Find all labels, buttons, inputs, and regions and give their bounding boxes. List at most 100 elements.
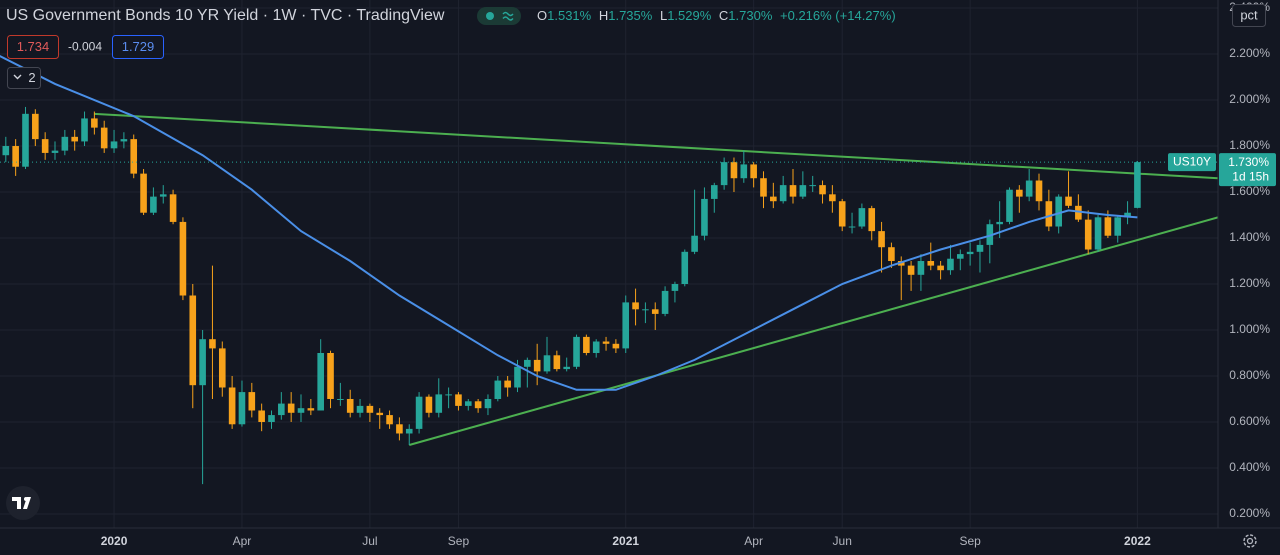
plot-area xyxy=(0,54,1218,485)
symbol-label: US10Y xyxy=(1173,154,1211,168)
candle-body xyxy=(1035,180,1043,202)
y-tick-label: 1.000% xyxy=(1229,322,1270,336)
candle-body xyxy=(435,394,443,413)
candle-body xyxy=(927,261,935,266)
candle-body xyxy=(878,231,885,248)
candle-body xyxy=(2,146,10,156)
candle-body xyxy=(563,366,570,370)
logo-dot xyxy=(24,497,28,501)
candle-body xyxy=(278,403,285,416)
ohlc-legend: O1.531% H1.735% L1.529% C1.730% +0.216% … xyxy=(537,8,896,23)
candle-body xyxy=(346,398,354,413)
candle-body xyxy=(838,201,846,227)
candle-body xyxy=(602,341,610,344)
candle-body xyxy=(159,194,167,197)
candle-body xyxy=(268,415,275,422)
candle-body xyxy=(258,410,265,422)
candle-body xyxy=(651,309,659,314)
candle-body xyxy=(199,339,206,386)
candle-body xyxy=(1065,196,1072,206)
grid xyxy=(0,0,1218,528)
ohlc-label: C xyxy=(719,8,728,23)
candle-body xyxy=(1094,217,1102,250)
price-badges: US10Y 1.730%1d 15h xyxy=(1168,153,1276,187)
unit-button[interactable] xyxy=(1232,4,1266,27)
candle-body xyxy=(543,355,551,372)
settings-icon[interactable] xyxy=(1243,534,1257,548)
candle-body xyxy=(228,387,236,425)
candle-body xyxy=(1104,217,1112,236)
candle-body xyxy=(425,396,433,413)
chevron-icon xyxy=(13,74,22,80)
candle-body xyxy=(681,251,689,285)
candle-body xyxy=(494,380,502,399)
candle-body xyxy=(1075,205,1082,220)
candle-body xyxy=(917,261,925,275)
candle-body xyxy=(297,408,305,413)
y-tick-label: 1.200% xyxy=(1229,276,1270,290)
y-tick-label: 2.000% xyxy=(1229,92,1270,106)
candle-body xyxy=(583,336,590,353)
indicator-value-box xyxy=(112,35,164,59)
visibility-toggle[interactable] xyxy=(477,7,521,25)
candle-body xyxy=(504,380,511,388)
ohlc-value: 1.730% xyxy=(728,8,773,23)
y-tick-label: 0.200% xyxy=(1229,506,1270,520)
candle-body xyxy=(770,196,777,202)
logo-background xyxy=(6,486,40,520)
wave-icon xyxy=(502,11,514,21)
indicator-value: 1.729 xyxy=(122,39,155,54)
candle-body xyxy=(445,394,452,396)
y-tick-label: 0.400% xyxy=(1229,460,1270,474)
candle-body xyxy=(553,355,561,370)
candle-body xyxy=(829,194,836,202)
candle-body xyxy=(169,194,177,222)
x-tick-label: 2021 xyxy=(612,534,639,548)
candle-body xyxy=(524,359,531,367)
candle-body xyxy=(179,221,187,296)
candle-body xyxy=(760,178,767,197)
indicator-diff: -0.004 xyxy=(68,40,102,54)
gear-outer xyxy=(1243,534,1257,548)
candle-body xyxy=(396,424,403,434)
ohlc-value: 1.529% xyxy=(667,8,712,23)
candle-body xyxy=(1124,212,1131,218)
moving-average-line xyxy=(0,54,1138,391)
x-tick-label: 2022 xyxy=(1124,534,1151,548)
gear-inner xyxy=(1246,537,1254,545)
candle-body xyxy=(1134,162,1141,208)
candle-body xyxy=(779,185,787,202)
candle-body xyxy=(986,224,994,245)
candle-body xyxy=(799,185,807,197)
candle-body xyxy=(150,196,157,213)
candle-body xyxy=(189,295,197,386)
candle-body xyxy=(956,254,964,259)
candle-body xyxy=(327,352,334,399)
candle-body xyxy=(730,162,738,179)
candle-body xyxy=(996,221,1003,225)
candle-body xyxy=(91,118,98,128)
candle-body xyxy=(1114,217,1122,236)
candle-body xyxy=(819,185,826,195)
collapsed-count: 2 xyxy=(28,70,35,85)
candle-body xyxy=(622,302,630,349)
candle-body xyxy=(356,405,364,413)
candle-body xyxy=(415,396,423,429)
candle-body xyxy=(642,309,649,311)
candle-body xyxy=(533,359,541,372)
ohlc-label: L xyxy=(660,8,667,23)
candle-body xyxy=(966,251,974,255)
candle-body xyxy=(750,164,757,179)
x-tick-label: Jul xyxy=(362,534,377,548)
candle-body xyxy=(140,173,147,213)
candle-body xyxy=(809,185,816,187)
collapse-button[interactable] xyxy=(7,67,41,89)
candle-body xyxy=(110,141,118,149)
axes: 0.200% 0.400% 0.600% 0.800% 1.000% 1.200% 1.40… xyxy=(101,0,1271,548)
candle-body xyxy=(366,405,374,413)
candle-body xyxy=(592,341,600,353)
x-tick-label: Jun xyxy=(833,534,852,548)
